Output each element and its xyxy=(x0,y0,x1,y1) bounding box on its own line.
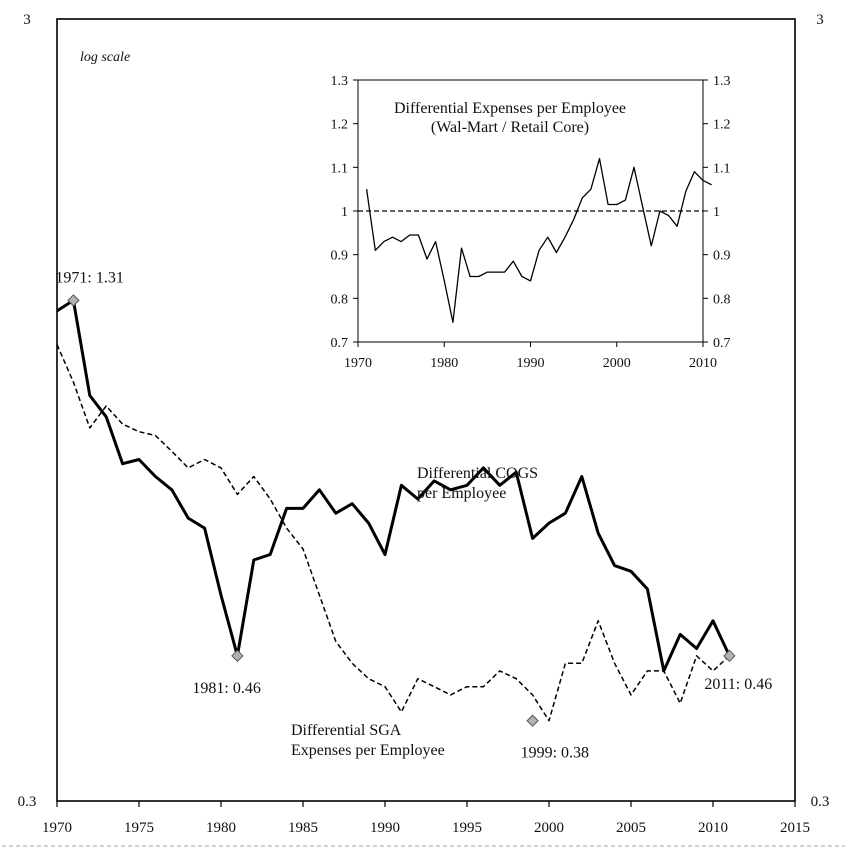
inset-y-tick-label-right: 1.2 xyxy=(713,118,731,133)
inset-y-tick-label-right: 0.8 xyxy=(713,292,731,307)
inset-x-tick-label: 1990 xyxy=(517,356,545,371)
annotation-label: 2011: 0.46 xyxy=(704,676,772,693)
main-x-tick-label: 2000 xyxy=(534,820,564,836)
inset-x-tick-label: 2010 xyxy=(689,356,717,371)
main-plot-frame xyxy=(56,18,796,802)
main-y-tick-label-right: 0.3 xyxy=(811,794,830,810)
inset-x-tick-label: 1970 xyxy=(344,356,372,371)
main-y-tick-label-left: 0.3 xyxy=(18,794,37,810)
inset-y-tick-label-right: 1 xyxy=(713,205,720,220)
main-x-tick-label: 1980 xyxy=(206,820,236,836)
inset-y-tick-label-right: 1.3 xyxy=(713,74,731,89)
sga-series-label: Differential SGA Expenses per Employee xyxy=(291,722,445,759)
inset-y-tick-label-left: 0.8 xyxy=(331,292,349,307)
inset-y-tick-label-right: 0.9 xyxy=(713,249,731,264)
main-axis-ticks: 1970 1975 1980 1985 1990 1995 2000 2005 2010 2015… xyxy=(18,12,830,836)
sga-series-line xyxy=(56,344,730,722)
inset-y-tick-label-right: 1.1 xyxy=(713,161,731,176)
inset-y-tick-label-left: 1.2 xyxy=(331,118,349,133)
inset-chart: 0.7 0.7 0.8 0.8 0.9 0.9 1 1 1.1 1.1 1.2 1.2 1.3 1.3 19… xyxy=(331,74,731,371)
inset-y-tick-label-right: 0.7 xyxy=(713,336,731,351)
inset-x-tick-label: 1980 xyxy=(430,356,458,371)
inset-y-tick-label-left: 1.1 xyxy=(331,161,349,176)
main-x-tick-label: 2005 xyxy=(616,820,646,836)
cogs-series-label: Differential COGS per Employee xyxy=(417,465,538,502)
cogs-series-line xyxy=(56,298,731,673)
main-x-tick-label: 1975 xyxy=(124,820,154,836)
main-chart: log scale 1970 1975 1980 1985 1990 1995 2000 20… xyxy=(18,12,830,836)
main-y-tick-label-right: 3 xyxy=(816,12,824,28)
main-x-tick-label: 2015 xyxy=(780,820,810,836)
inset-y-tick-label-left: 0.9 xyxy=(331,249,349,264)
inset-y-tick-label-left: 0.7 xyxy=(331,336,349,351)
main-x-tick-label: 2010 xyxy=(698,820,728,836)
inset-y-tick-label-left: 1.3 xyxy=(331,74,349,89)
inset-x-tick-label: 2000 xyxy=(603,356,631,371)
main-x-tick-label: 1970 xyxy=(42,820,72,836)
inset-y-tick-label-left: 1 xyxy=(341,205,348,220)
annotation-marker xyxy=(67,294,80,307)
main-x-tick-label: 1985 xyxy=(288,820,318,836)
main-x-tick-label: 1995 xyxy=(452,820,482,836)
inset-title: Differential Expenses per Employee (Wal-M… xyxy=(394,100,626,136)
main-series xyxy=(56,298,731,722)
main-annotations: 1971: 1.31 1981: 0.46 1999: 0.38 2011: 0.46 xyxy=(55,269,772,761)
annotation-label: 1981: 0.46 xyxy=(192,680,260,697)
annotation-marker xyxy=(231,649,244,663)
annotation-label: 1999: 0.38 xyxy=(521,745,589,762)
main-y-tick-label-left: 3 xyxy=(23,12,31,28)
inset-series-line xyxy=(365,157,712,323)
main-series-labels: Differential COGS per Employee Differentia… xyxy=(291,465,538,759)
scale-note: log scale xyxy=(80,50,130,65)
annotation-label: 1971: 1.31 xyxy=(55,269,123,286)
annotation-marker xyxy=(526,714,539,727)
annotation-marker xyxy=(723,649,736,663)
main-x-tick-label: 1990 xyxy=(370,820,400,836)
inset-axis-ticks: 0.7 0.7 0.8 0.8 0.9 0.9 1 1 1.1 1.1 1.2 1.2 1.3 1.3 19… xyxy=(331,74,731,371)
inset-title-text: Differential Expenses per Employee (Wal-M… xyxy=(394,100,626,136)
inset-series xyxy=(358,157,712,323)
